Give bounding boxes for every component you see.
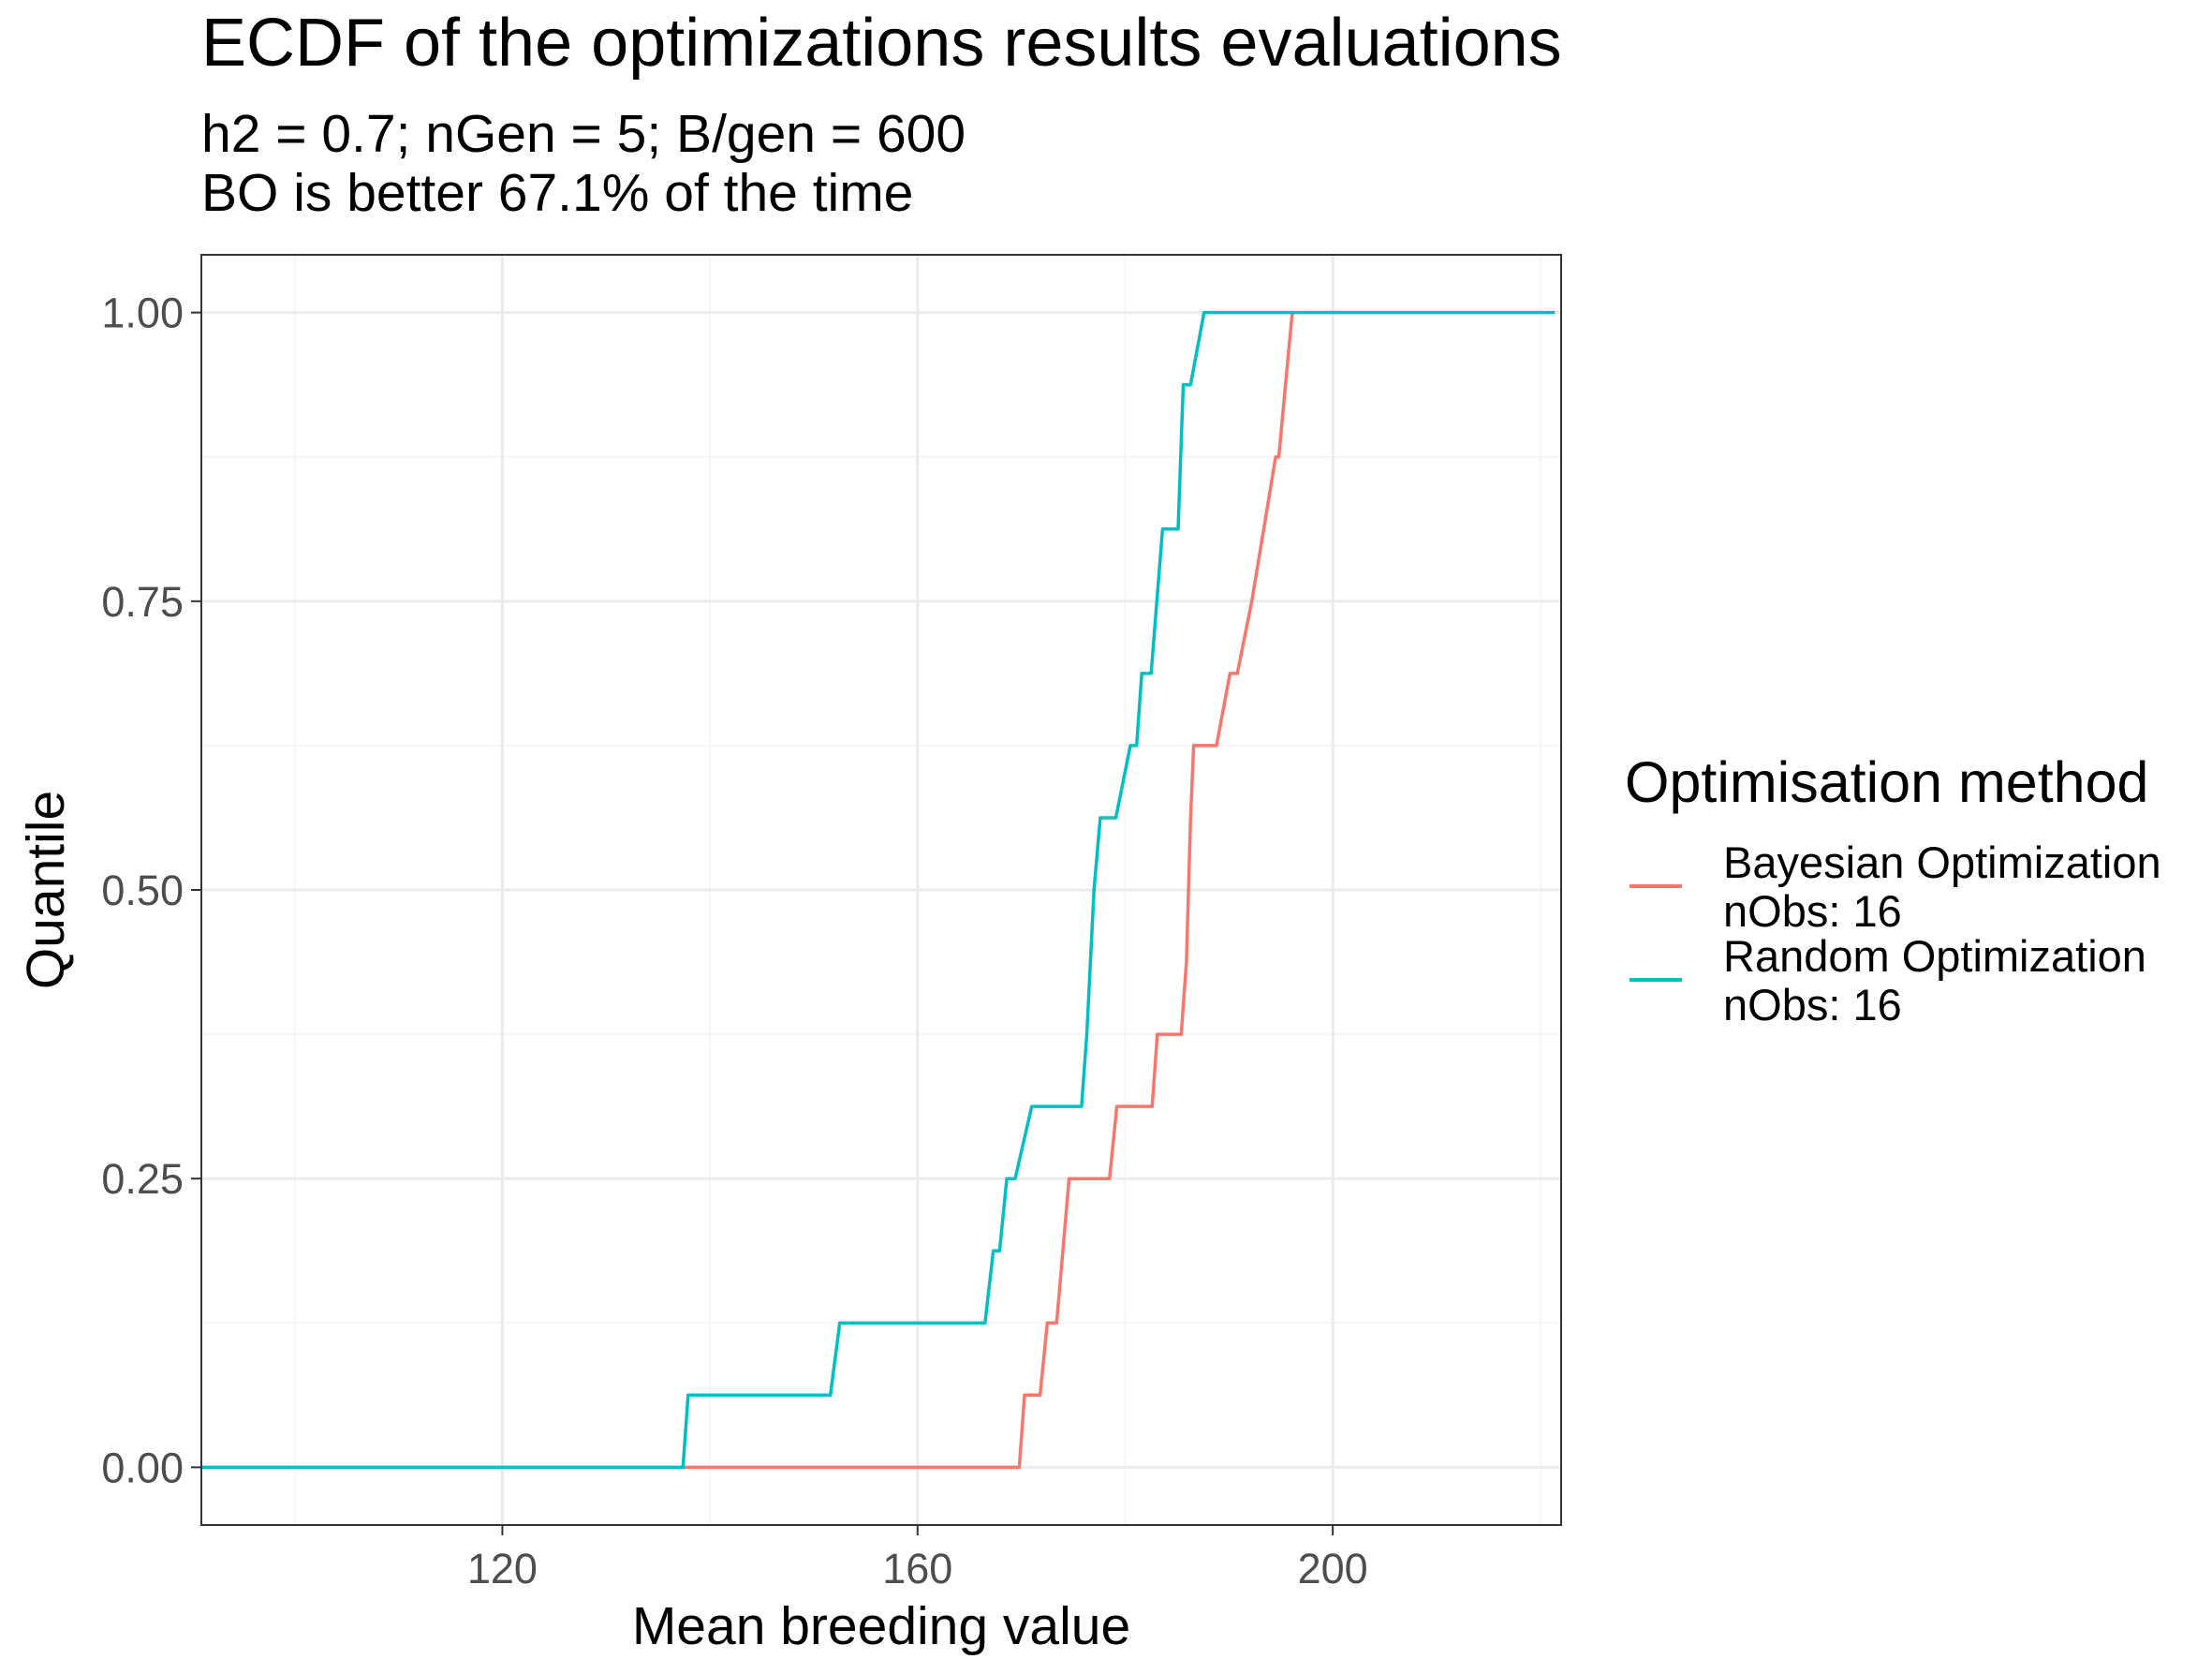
legend-title: Optimisation method <box>1625 750 2149 814</box>
chart-title: ECDF of the optimizations results evalua… <box>201 6 1562 81</box>
legend-label-bayesian-line-1: Bayesian Optimization <box>1723 837 2161 887</box>
legend-label-random-line-1: Random Optimization <box>1723 931 2146 981</box>
y-tick-label: 0.50 <box>101 867 184 914</box>
y-tick-label: 1.00 <box>101 289 184 337</box>
series-line-random-optimization <box>201 310 1556 1470</box>
y-tick-label: 0.00 <box>101 1444 184 1491</box>
chart-subtitle-line-1: h2 = 0.7; nGen = 5; B/gen = 600 <box>201 104 966 164</box>
series-line-bayesian-optimization <box>684 312 1294 1470</box>
chart-subtitle-line-2: BO is better 67.1% of the time <box>201 163 914 223</box>
y-axis-title: Quantile <box>16 791 76 989</box>
legend-label-random-line-2: nObs: 16 <box>1723 980 1902 1029</box>
x-tick-label: 200 <box>1298 1545 1368 1592</box>
legend-key-bayesian <box>1630 884 1682 888</box>
legend-label-random: Random Optimization nObs: 16 <box>1723 932 2146 1029</box>
legend-label-bayesian: Bayesian Optimization nObs: 16 <box>1723 838 2161 936</box>
legend-key-random <box>1630 978 1682 982</box>
x-tick-label: 120 <box>467 1545 538 1592</box>
y-tick-label: 0.25 <box>101 1155 184 1203</box>
x-axis-title: Mean breeding value <box>632 1596 1130 1656</box>
y-tick-label: 0.75 <box>101 578 184 626</box>
legend-label-bayesian-line-2: nObs: 16 <box>1723 886 1902 936</box>
x-tick-label: 160 <box>882 1545 952 1592</box>
